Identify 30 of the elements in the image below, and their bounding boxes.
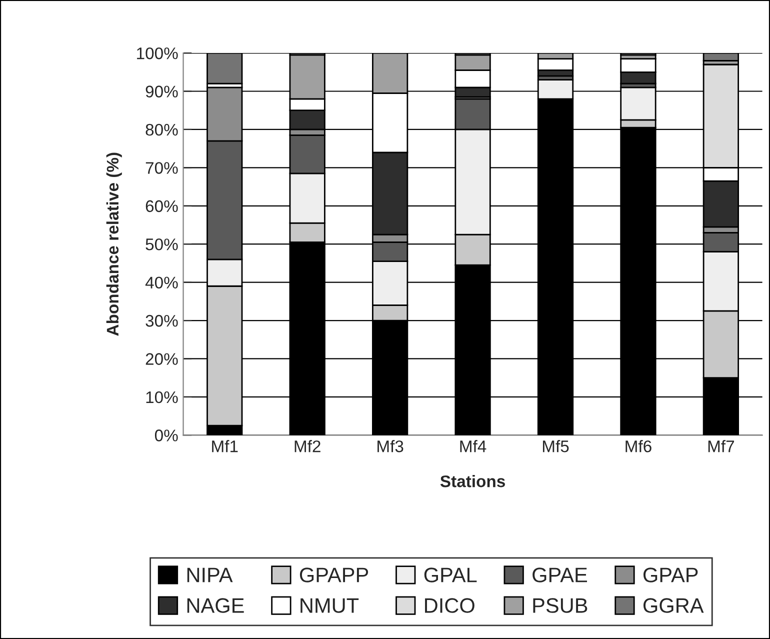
y-tick-label: 40% — [145, 276, 178, 289]
y-axis-title: Abondance relative (%) — [106, 152, 122, 336]
x-axis-title: Stations — [440, 475, 505, 488]
legend-label: GGRA — [643, 598, 704, 613]
x-tick-label: Mf2 — [294, 440, 320, 452]
legend-label: GPAPP — [300, 568, 368, 582]
legend-label: DICO — [425, 598, 474, 613]
y-tick-label: 50% — [146, 238, 178, 250]
y-tick-label: 70% — [146, 162, 178, 174]
legend-label: GPAL — [424, 568, 477, 582]
y-tick-label: 60% — [146, 200, 178, 212]
y-tick-label: 20% — [146, 353, 178, 365]
x-tick-label: Mf4 — [460, 440, 486, 452]
legend-label: GPAE — [532, 568, 587, 582]
y-tick-label: 90% — [146, 86, 178, 98]
legend-label: NAGE — [187, 598, 244, 613]
y-tick-label: 0% — [154, 430, 178, 442]
y-tick-label: 80% — [146, 124, 178, 136]
x-tick-label: Mf7 — [708, 440, 734, 452]
x-tick-label: Mf1 — [212, 440, 238, 452]
legend-label: NIPA — [187, 568, 233, 582]
x-tick-label: Mf6 — [626, 440, 652, 452]
legend-label: GPAP — [643, 568, 698, 582]
x-tick-label: Mf3 — [378, 440, 404, 452]
x-tick-label: Mf5 — [542, 440, 569, 452]
y-tick-label: 30% — [146, 314, 178, 327]
y-tick-label: 10% — [146, 391, 178, 404]
legend-label: NMUT — [300, 598, 359, 613]
legend-label: PSUB — [533, 598, 588, 613]
y-tick-label: 100% — [137, 47, 178, 60]
